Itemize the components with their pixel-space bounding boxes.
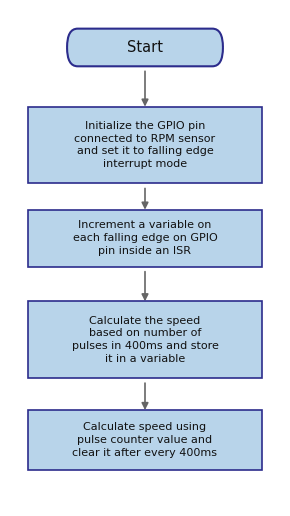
FancyBboxPatch shape bbox=[28, 410, 262, 470]
FancyBboxPatch shape bbox=[28, 209, 262, 267]
Text: Start: Start bbox=[127, 40, 163, 55]
Text: Increment a variable on
each falling edge on GPIO
pin inside an ISR: Increment a variable on each falling edg… bbox=[72, 220, 218, 256]
FancyBboxPatch shape bbox=[28, 301, 262, 378]
FancyBboxPatch shape bbox=[28, 107, 262, 184]
FancyBboxPatch shape bbox=[67, 29, 223, 66]
Text: Calculate the speed
based on number of
pulses in 400ms and store
it in a variabl: Calculate the speed based on number of p… bbox=[72, 316, 218, 364]
Text: Initialize the GPIO pin
connected to RPM sensor
and set it to falling edge
inter: Initialize the GPIO pin connected to RPM… bbox=[75, 121, 215, 169]
Text: Calculate speed using
pulse counter value and
clear it after every 400ms: Calculate speed using pulse counter valu… bbox=[72, 422, 218, 458]
